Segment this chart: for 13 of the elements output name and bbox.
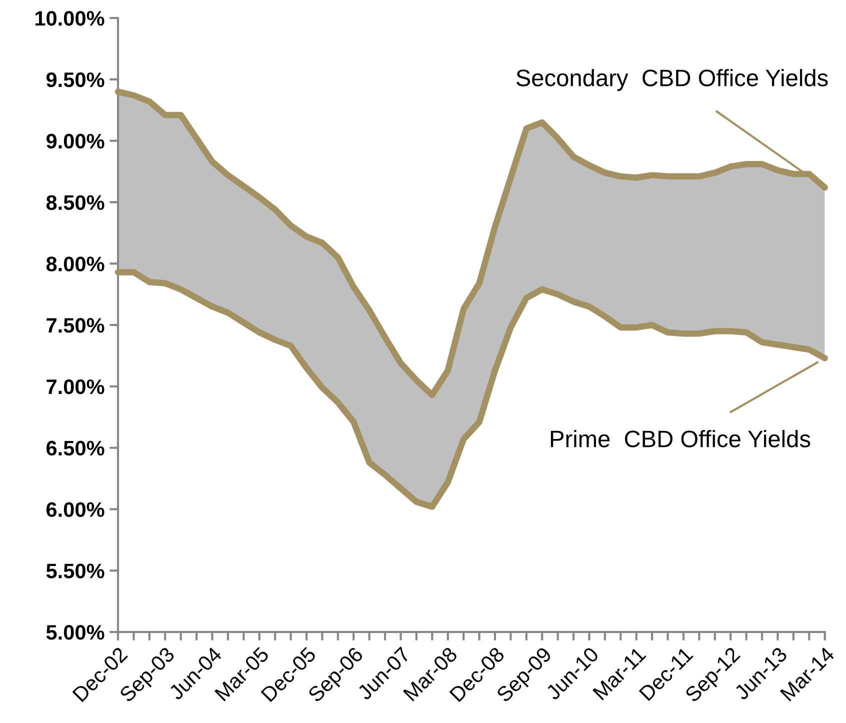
y-tick-label: 5.00% xyxy=(46,625,104,640)
y-tick-label: 10.00% xyxy=(35,11,104,26)
y-tick-label: 6.50% xyxy=(46,440,104,456)
annotation: Prime CBD Office Yields xyxy=(550,430,810,448)
y-tick-label: 7.00% xyxy=(46,379,104,394)
y-tick-label: 5.50% xyxy=(46,564,104,578)
y-tick-label: 6.00% xyxy=(46,502,104,517)
y-tick-label: 7.50% xyxy=(46,318,104,333)
y-tick-label: 8.00% xyxy=(46,256,104,272)
annotation: Secondary CBD Office Yields xyxy=(516,68,828,92)
y-tick-label: 8.50% xyxy=(46,195,104,210)
y-tick-label: 9.50% xyxy=(46,72,104,88)
y-tick-label: 9.00% xyxy=(46,134,104,149)
